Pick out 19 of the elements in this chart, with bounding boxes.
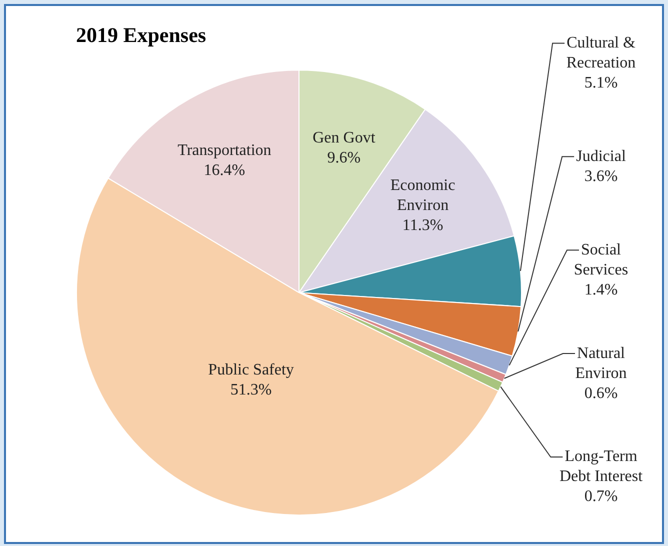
slice-label: Judicial (576, 148, 626, 165)
chart-title: 2019 Expenses (76, 23, 206, 48)
slice-label: Social Services (574, 241, 628, 278)
data-label: 51.3% (230, 382, 272, 399)
slice-label: Natural Environ (575, 344, 627, 382)
data-label: 5.1% (584, 74, 618, 92)
slice-label: Gen Govt (312, 129, 376, 146)
data-label: 0.7% (584, 488, 618, 506)
slice-label: Public Safety (208, 362, 294, 379)
data-label: 9.6% (327, 149, 361, 166)
data-label: 3.6% (584, 168, 618, 185)
slice-label: Transportation (178, 142, 272, 160)
data-label: 16.4% (204, 162, 246, 180)
slice-label: Long-Term Debt Interest (559, 448, 644, 486)
data-label: 1.4% (584, 281, 618, 298)
data-label: 11.3% (402, 216, 444, 234)
data-label: 0.6% (584, 384, 618, 402)
slice-label: Economic Environ (390, 176, 456, 214)
slice-label: Cultural & Recreation (566, 34, 636, 72)
